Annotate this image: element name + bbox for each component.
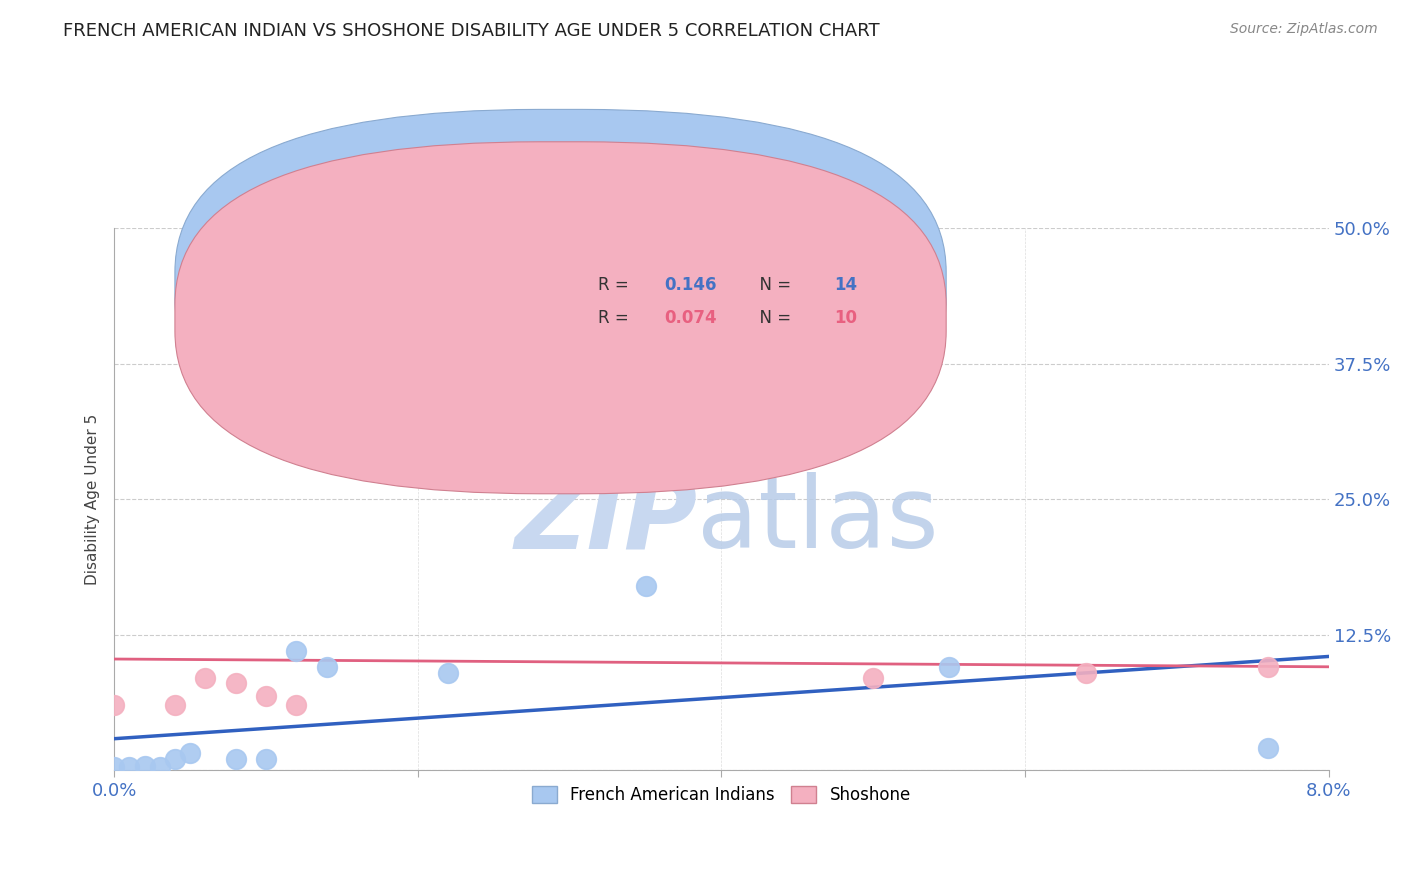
Text: N =: N = bbox=[749, 277, 797, 294]
Point bbox=[134, 758, 156, 772]
Point bbox=[163, 698, 186, 712]
Text: 10: 10 bbox=[834, 309, 858, 326]
Text: 0.074: 0.074 bbox=[665, 309, 717, 326]
Text: Source: ZipAtlas.com: Source: ZipAtlas.com bbox=[1230, 22, 1378, 37]
Point bbox=[437, 665, 460, 680]
FancyBboxPatch shape bbox=[503, 261, 891, 343]
Point bbox=[254, 690, 277, 704]
Point bbox=[938, 660, 960, 674]
Point bbox=[179, 746, 201, 760]
Point bbox=[254, 752, 277, 766]
Point bbox=[149, 760, 172, 774]
Text: 0.146: 0.146 bbox=[665, 277, 717, 294]
Point bbox=[862, 671, 884, 685]
Point bbox=[225, 752, 247, 766]
Point bbox=[285, 698, 308, 712]
Text: 14: 14 bbox=[834, 277, 858, 294]
Point bbox=[163, 752, 186, 766]
Point bbox=[1257, 660, 1279, 674]
Y-axis label: Disability Age Under 5: Disability Age Under 5 bbox=[86, 414, 100, 585]
Text: R =: R = bbox=[598, 277, 634, 294]
Point bbox=[194, 671, 217, 685]
Point bbox=[103, 698, 125, 712]
FancyBboxPatch shape bbox=[174, 110, 946, 461]
Text: FRENCH AMERICAN INDIAN VS SHOSHONE DISABILITY AGE UNDER 5 CORRELATION CHART: FRENCH AMERICAN INDIAN VS SHOSHONE DISAB… bbox=[63, 22, 880, 40]
Text: atlas: atlas bbox=[697, 473, 939, 569]
Point bbox=[1257, 741, 1279, 756]
Point bbox=[225, 676, 247, 690]
FancyBboxPatch shape bbox=[174, 142, 946, 494]
Text: N =: N = bbox=[749, 309, 797, 326]
Point bbox=[1074, 665, 1097, 680]
Point bbox=[103, 760, 125, 774]
Point bbox=[634, 579, 657, 593]
Legend: French American Indians, Shoshone: French American Indians, Shoshone bbox=[526, 779, 918, 811]
Text: ZIP: ZIP bbox=[515, 473, 697, 569]
Point bbox=[270, 417, 292, 431]
Point bbox=[118, 760, 141, 774]
Point bbox=[315, 660, 337, 674]
Text: R =: R = bbox=[598, 309, 634, 326]
Point bbox=[285, 644, 308, 658]
